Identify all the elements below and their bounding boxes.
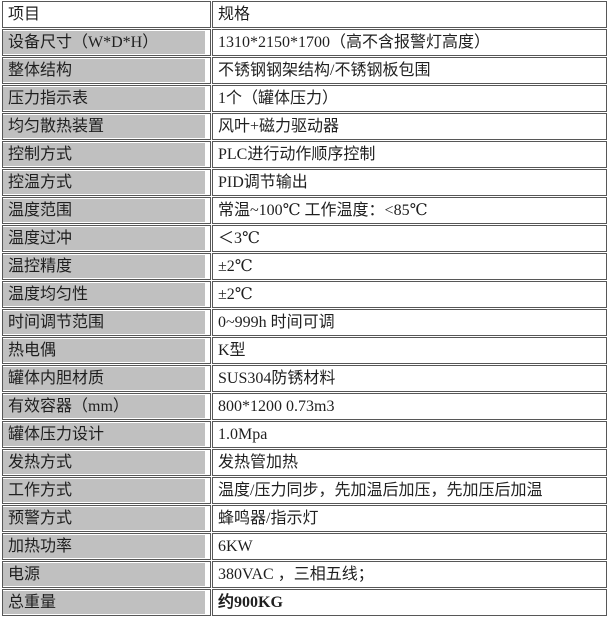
header-cell-spec: 规格	[212, 1, 607, 28]
spec-label-cell: 罐体内胆材质	[2, 365, 211, 392]
spec-value-cell: 蜂鸣器/指示灯	[212, 505, 607, 532]
spec-value-cell: SUS304防锈材料	[212, 365, 607, 392]
spec-value-cell: 380VAC ，三相五线；	[212, 561, 607, 588]
spec-value-cell: ＜3℃	[212, 225, 607, 252]
spec-label-cell: 温度范围	[2, 197, 211, 224]
table-row: 整体结构 不锈钢钢架结构/不锈钢板包围	[2, 57, 607, 84]
table-row: 罐体压力设计 1.0Mpa	[2, 421, 607, 448]
table-row: 时间调节范围 0~999h 时间可调	[2, 309, 607, 336]
table-row: 控制方式 PLC进行动作顺序控制	[2, 141, 607, 168]
header-cell-item: 项目	[2, 1, 211, 28]
table-row: 温控精度 ±2℃	[2, 253, 607, 280]
spec-label-cell: 温度均匀性	[2, 281, 211, 308]
spec-value-cell: 1.0Mpa	[212, 421, 607, 448]
spec-label-cell: 时间调节范围	[2, 309, 211, 336]
spec-value-cell: ±2℃	[212, 281, 607, 308]
spec-value-cell: 1个（罐体压力）	[212, 85, 607, 112]
spec-value-cell: 1310*2150*1700（高不含报警灯高度）	[212, 29, 607, 56]
spec-label-cell: 压力指示表	[2, 85, 211, 112]
spec-label-cell: 电源	[2, 561, 211, 588]
spec-value-cell: 发热管加热	[212, 449, 607, 476]
spec-label-cell: 温控精度	[2, 253, 211, 280]
table-row: 有效容器（mm） 800*1200 0.73m3	[2, 393, 607, 420]
table-row: 预警方式 蜂鸣器/指示灯	[2, 505, 607, 532]
table-row: 温度范围 常温~100℃ 工作温度：<85℃	[2, 197, 607, 224]
spec-label-cell: 预警方式	[2, 505, 211, 532]
spec-value-cell: 6KW	[212, 533, 607, 560]
table-row: 均匀散热装置 风叶+磁力驱动器	[2, 113, 607, 140]
spec-label-cell: 温度过冲	[2, 225, 211, 252]
spec-label-cell: 热电偶	[2, 337, 211, 364]
spec-value-cell: K型	[212, 337, 607, 364]
spec-value-cell: 温度/压力同步，先加温后加压，先加压后加温	[212, 477, 607, 504]
table-header-row: 项目 规格	[2, 1, 607, 28]
spec-label-cell: 设备尺寸（W*D*H）	[2, 29, 211, 56]
spec-value-cell: ±2℃	[212, 253, 607, 280]
spec-label-cell: 总重量	[2, 589, 211, 616]
spec-label-cell: 控制方式	[2, 141, 211, 168]
table-row: 温度均匀性 ±2℃	[2, 281, 607, 308]
spec-label-cell: 有效容器（mm）	[2, 393, 211, 420]
spec-value-cell: 风叶+磁力驱动器	[212, 113, 607, 140]
spec-value-cell: PID调节输出	[212, 169, 607, 196]
table-row: 加热功率 6KW	[2, 533, 607, 560]
spec-label-cell: 工作方式	[2, 477, 211, 504]
spec-value-cell: 常温~100℃ 工作温度：<85℃	[212, 197, 607, 224]
table-row: 罐体内胆材质 SUS304防锈材料	[2, 365, 607, 392]
spec-value-cell: PLC进行动作顺序控制	[212, 141, 607, 168]
table-row: 发热方式 发热管加热	[2, 449, 607, 476]
table-row: 控温方式 PID调节输出	[2, 169, 607, 196]
spec-label-cell: 控温方式	[2, 169, 211, 196]
table-row: 工作方式 温度/压力同步，先加温后加压，先加压后加温	[2, 477, 607, 504]
spec-value-cell: 0~999h 时间可调	[212, 309, 607, 336]
table-row: 温度过冲 ＜3℃	[2, 225, 607, 252]
spec-label-cell: 均匀散热装置	[2, 113, 211, 140]
table-row: 设备尺寸（W*D*H） 1310*2150*1700（高不含报警灯高度）	[2, 29, 607, 56]
spec-label-cell: 发热方式	[2, 449, 211, 476]
spec-value-cell: 约900KG	[212, 589, 607, 616]
spec-value-cell: 不锈钢钢架结构/不锈钢板包围	[212, 57, 607, 84]
table-row: 总重量 约900KG	[2, 589, 607, 616]
table-row: 电源 380VAC ，三相五线；	[2, 561, 607, 588]
spec-label-cell: 整体结构	[2, 57, 211, 84]
spec-value-cell: 800*1200 0.73m3	[212, 393, 607, 420]
table-row: 热电偶 K型	[2, 337, 607, 364]
spec-label-cell: 罐体压力设计	[2, 421, 211, 448]
table-row: 压力指示表 1个（罐体压力）	[2, 85, 607, 112]
spec-label-cell: 加热功率	[2, 533, 211, 560]
